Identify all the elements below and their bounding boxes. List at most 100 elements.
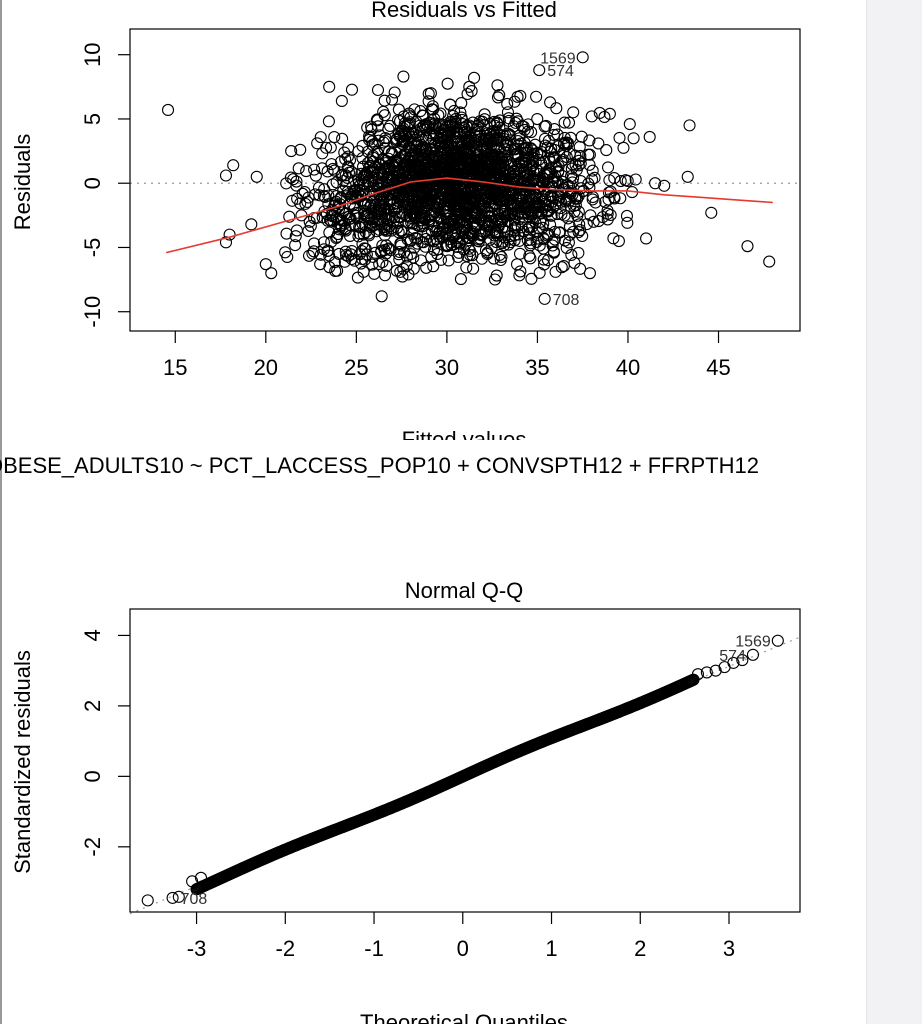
point-label: 574: [719, 648, 746, 665]
residual-point: [583, 134, 596, 147]
qq-point: [746, 648, 760, 661]
residual-point: [467, 262, 480, 275]
residual-point: [445, 239, 458, 252]
residual-point: [565, 162, 578, 175]
residual-point: [573, 218, 586, 231]
residual-point: [373, 129, 386, 142]
point-label: 708: [181, 891, 208, 908]
qq-point: [141, 894, 154, 907]
residual-point: [514, 265, 527, 278]
residual-point: [574, 157, 587, 170]
residual-point: [563, 147, 576, 160]
residual-point: [593, 106, 606, 120]
residual-point: [358, 211, 371, 224]
residual-point: [496, 221, 509, 234]
residual-point: [380, 161, 393, 174]
residual-point: [414, 254, 428, 267]
x-tick-label: -2: [276, 936, 296, 961]
residual-point: [463, 231, 476, 244]
residual-point: [382, 122, 395, 135]
residual-point: [550, 102, 563, 115]
residual-point: [543, 167, 556, 180]
residual-point: [608, 192, 621, 205]
residual-point: [304, 219, 317, 232]
residual-point: [391, 221, 404, 234]
residual-point: [309, 169, 322, 182]
residual-point: [560, 241, 573, 254]
residual-point: [451, 250, 465, 264]
residual-point: [586, 164, 599, 177]
residual-point: [393, 253, 406, 266]
residual-point: [627, 132, 640, 145]
residual-point: [313, 189, 326, 202]
residual-point: [345, 83, 359, 96]
residual-point: [454, 273, 467, 286]
residual-point: [447, 201, 460, 214]
residual-point: [336, 132, 349, 145]
residual-point: [292, 162, 305, 175]
residual-point: [308, 163, 321, 176]
scrollbar-gutter[interactable]: [866, 0, 922, 1024]
residual-point: [558, 116, 571, 129]
residual-point: [614, 192, 627, 205]
plot-frame: [129, 608, 801, 913]
y-axis-label: Standardized residuals: [10, 650, 35, 874]
residual-point: [377, 105, 390, 118]
residual-point: [491, 91, 505, 104]
residual-point: [398, 117, 411, 130]
residual-point: [283, 210, 296, 223]
residual-point: [558, 234, 571, 247]
residual-point: [530, 235, 543, 248]
residual-point: [281, 250, 294, 264]
residual-point: [513, 247, 527, 260]
residual-point: [525, 272, 538, 285]
residual-point: [386, 93, 399, 106]
residual-point: [582, 148, 595, 161]
residual-point: [343, 154, 357, 167]
qq-point: [771, 634, 784, 647]
residual-point: [557, 259, 570, 273]
residual-point: [572, 226, 585, 239]
residual-point: [397, 110, 410, 123]
residual-point: [562, 116, 576, 129]
residual-point: [567, 106, 580, 119]
residual-point: [601, 161, 615, 174]
residual-point: [445, 216, 458, 229]
residual-point: [562, 212, 575, 225]
x-tick-label: 2: [634, 936, 646, 961]
residual-point: [302, 249, 316, 262]
residual-point: [400, 250, 413, 263]
residual-point: [284, 171, 297, 184]
residual-point: [531, 113, 544, 126]
x-tick-label: -1: [364, 936, 384, 961]
residual-point: [530, 90, 543, 103]
x-tick-label: -3: [187, 936, 207, 961]
residual-point: [536, 171, 549, 184]
residual-point: [493, 89, 506, 102]
residual-point: [475, 208, 488, 221]
residual-point: [592, 215, 605, 228]
residual-point: [435, 229, 448, 242]
chart-title: Normal Q-Q: [405, 578, 524, 603]
residual-point: [308, 237, 321, 250]
residual-point: [614, 174, 627, 188]
residual-point: [538, 120, 551, 133]
residual-point: [371, 214, 385, 227]
y-tick-label: 4: [80, 629, 105, 641]
residual-point: [461, 87, 474, 101]
residual-point: [576, 229, 589, 243]
residual-point: [589, 196, 602, 209]
residual-point: [289, 239, 302, 252]
residual-point: [524, 237, 537, 250]
residual-point: [378, 269, 392, 282]
residual-point: [537, 253, 550, 266]
residual-point: [290, 179, 303, 192]
residual-point: [375, 191, 388, 204]
residual-point: [541, 254, 555, 267]
residual-point: [543, 152, 556, 165]
residual-point: [533, 239, 546, 252]
residual-point: [368, 187, 381, 200]
residual-point: [323, 261, 336, 274]
